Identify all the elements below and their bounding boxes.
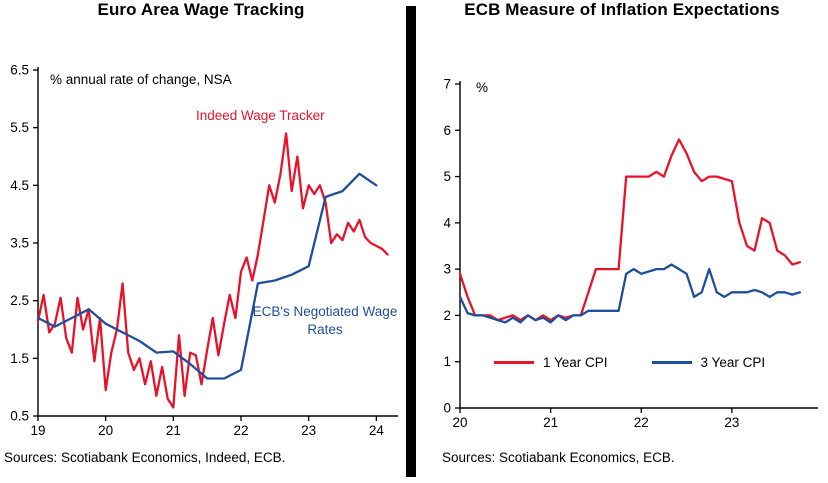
svg-text:20: 20 (98, 423, 113, 438)
svg-text:6.5: 6.5 (10, 63, 29, 78)
svg-text:5: 5 (443, 169, 451, 184)
svg-text:0.5: 0.5 (10, 409, 29, 424)
legend-label-3-year-cpi: 3 Year CPI (700, 355, 766, 370)
blue-line-swatch-icon (651, 361, 692, 364)
svg-text:23: 23 (301, 423, 316, 438)
svg-text:3: 3 (443, 262, 451, 277)
svg-text:24: 24 (369, 423, 385, 438)
svg-text:7: 7 (443, 77, 451, 92)
ecb-negotiated-series-label: ECB's Negotiated Wage Rates (252, 304, 398, 337)
legend-item-1-year-cpi: 1 Year CPI (494, 355, 608, 370)
svg-text:22: 22 (634, 415, 649, 430)
legend-label-1-year-cpi: 1 Year CPI (543, 355, 608, 370)
right-y-axis-unit-label: % (476, 80, 489, 95)
svg-text:4.5: 4.5 (10, 178, 29, 193)
legend-item-3-year-cpi: 3 Year CPI (651, 355, 766, 370)
svg-text:22: 22 (233, 423, 248, 438)
svg-text:1.5: 1.5 (10, 351, 29, 366)
svg-text:20: 20 (452, 415, 467, 430)
svg-text:3.5: 3.5 (10, 236, 29, 251)
svg-text:19: 19 (30, 423, 45, 438)
svg-text:21: 21 (543, 415, 558, 430)
left-chart-sources: Sources: Scotiabank Economics, Indeed, E… (4, 450, 286, 465)
svg-text:4: 4 (443, 215, 451, 230)
svg-text:23: 23 (724, 415, 739, 430)
right-chart-title: ECB Measure of Inflation Expectations (464, 0, 780, 19)
legend: 1 Year CPI 3 Year CPI (494, 355, 765, 370)
svg-text:5.5: 5.5 (10, 120, 29, 135)
svg-text:2.5: 2.5 (10, 293, 29, 308)
svg-text:21: 21 (166, 423, 181, 438)
panel-divider (406, 6, 416, 477)
left-chart-title: Euro Area Wage Tracking (97, 0, 305, 19)
svg-text:2: 2 (443, 308, 451, 323)
indeed-series-label: Indeed Wage Tracker (196, 108, 325, 123)
left-y-axis-unit-label: % annual rate of change, NSA (50, 72, 232, 87)
svg-text:6: 6 (443, 123, 451, 138)
red-line-swatch-icon (494, 361, 534, 364)
svg-text:0: 0 (443, 401, 451, 416)
right-chart-sources: Sources: Scotiabank Economics, ECB. (442, 450, 675, 465)
svg-text:1: 1 (443, 354, 451, 369)
